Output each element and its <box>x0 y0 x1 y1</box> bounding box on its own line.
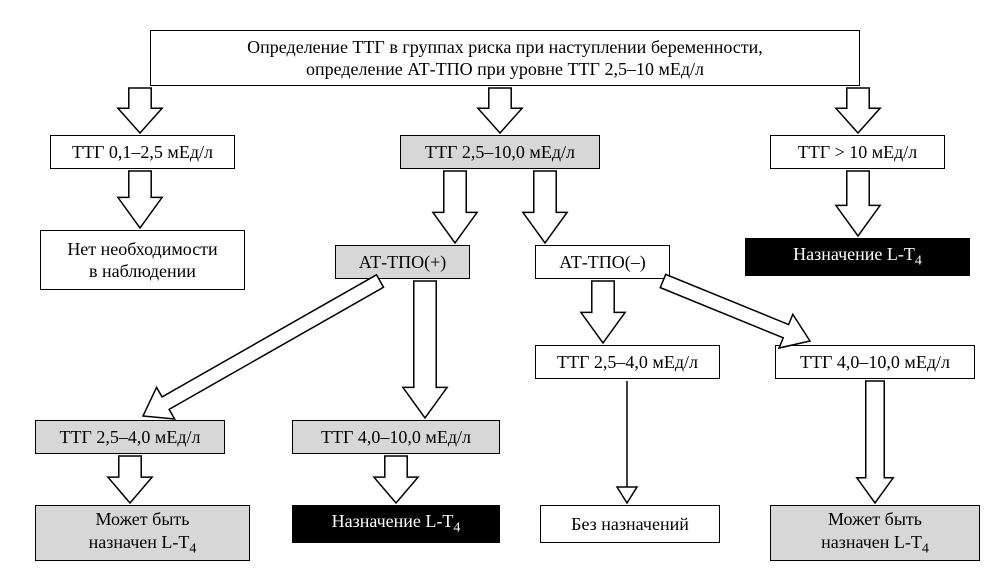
node-ttg40-10-l: ТТГ 4,0–10,0 мЕд/л <box>292 420 500 454</box>
node-label: ТТГ 4,0–10,0 мЕд/л <box>321 426 471 449</box>
node-ttg25-40-l: ТТГ 2,5–4,0 мЕд/л <box>35 420 225 454</box>
node-label: ТТГ > 10 мЕд/л <box>798 141 918 164</box>
node-ttg-high: ТТГ > 10 мЕд/л <box>770 135 945 169</box>
node-no-watch: Нет необходимостив наблюдении <box>40 230 245 290</box>
node-label: Определение ТТГ в группах риска при наст… <box>247 36 763 81</box>
node-ttg25-40-r: ТТГ 2,5–4,0 мЕд/л <box>535 345 720 379</box>
arrow-overlay <box>0 0 1000 582</box>
node-label: Может бытьназначен L-T4 <box>821 508 929 558</box>
node-label: Назначение L-T4 <box>793 243 922 270</box>
node-maybe-l: Может бытьназначен L-T4 <box>35 505 250 561</box>
node-label: Может бытьназначен L-T4 <box>89 508 197 558</box>
node-label: ТТГ 2,5–10,0 мЕд/л <box>425 141 575 164</box>
node-label: ТТГ 4,0–10,0 мЕд/л <box>800 351 950 374</box>
node-assign2: Назначение L-T4 <box>292 505 500 543</box>
flowchart-canvas: Определение ТТГ в группах риска при наст… <box>0 0 1000 582</box>
node-atpo-neg: АТ-ТПО(–) <box>535 245 670 279</box>
node-label: АТ-ТПО(+) <box>359 251 447 274</box>
node-label: ТТГ 2,5–4,0 мЕд/л <box>557 351 698 374</box>
node-label: АТ-ТПО(–) <box>559 251 645 274</box>
node-label: Нет необходимостив наблюдении <box>67 238 217 283</box>
node-ttg40-10-r: ТТГ 4,0–10,0 мЕд/л <box>775 345 975 379</box>
node-label: Назначение L-T4 <box>332 510 461 537</box>
node-label: ТТГ 0,1–2,5 мЕд/л <box>72 141 213 164</box>
node-label: ТТГ 2,5–4,0 мЕд/л <box>60 426 201 449</box>
node-label: Без назначений <box>571 513 689 536</box>
node-ttg-low: ТТГ 0,1–2,5 мЕд/л <box>50 135 235 169</box>
node-ttg-mid: ТТГ 2,5–10,0 мЕд/л <box>400 135 600 169</box>
node-root: Определение ТТГ в группах риска при наст… <box>150 30 860 86</box>
node-assign1: Назначение L-T4 <box>745 238 970 276</box>
node-atpo-pos: АТ-ТПО(+) <box>335 245 470 279</box>
node-no-assign: Без назначений <box>540 505 720 543</box>
node-maybe-r: Может бытьназначен L-T4 <box>770 505 980 561</box>
